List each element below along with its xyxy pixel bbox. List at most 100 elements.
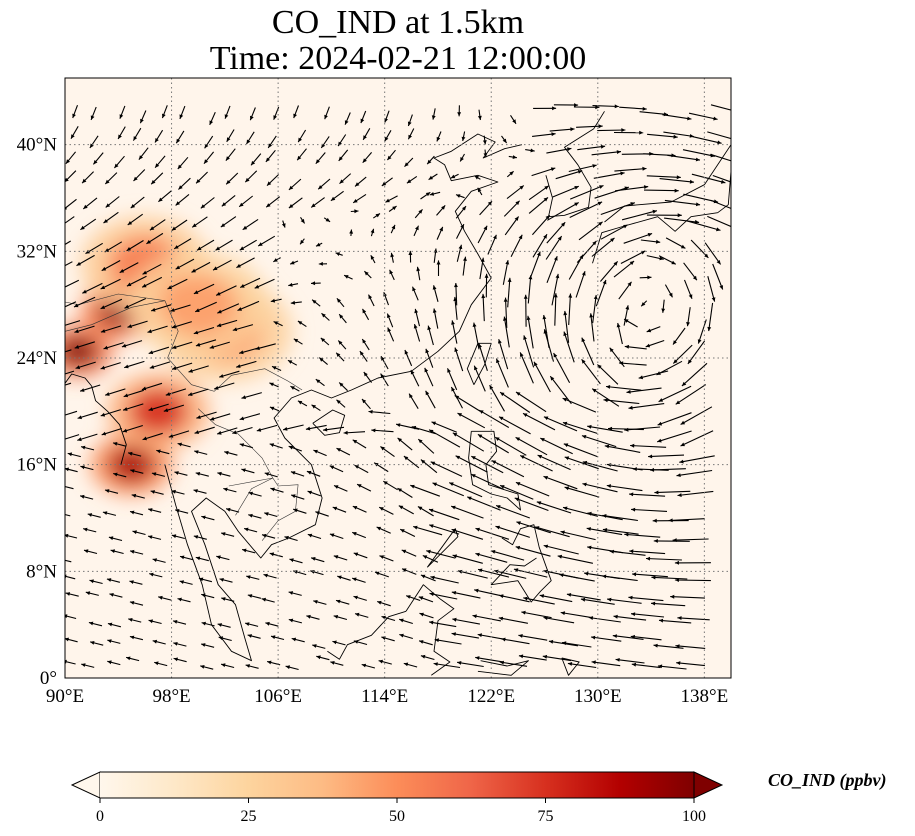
wind-arrow-386	[269, 382, 279, 388]
wind-arrow-54	[612, 634, 644, 640]
wind-arrow-504	[311, 299, 321, 307]
wind-arrow-68	[288, 618, 303, 624]
wind-arrow-57	[675, 644, 706, 649]
wind-arrow-97	[288, 591, 302, 596]
wind-arrow-406	[65, 370, 75, 375]
lat-tick-label-0: 0°	[40, 668, 57, 689]
wind-arrow-489	[623, 318, 638, 328]
wind-arrow-179	[171, 534, 185, 540]
wind-arrow-24	[591, 660, 621, 667]
wind-arrow-693	[659, 178, 695, 184]
wind-arrow-644	[200, 197, 215, 209]
wind-arrow-716	[525, 148, 535, 153]
wind-arrow-40	[312, 644, 326, 649]
wind-arrow-422	[425, 348, 434, 368]
wind-arrow-307	[428, 429, 461, 448]
wind-arrow-410	[149, 361, 171, 369]
wind-arrow-697	[92, 152, 104, 165]
wind-arrow-695	[712, 174, 731, 183]
wind-arrow-266	[174, 471, 188, 476]
wind-arrow-379	[105, 388, 126, 396]
colorbar-gradient	[100, 772, 694, 798]
wind-arrow-411	[171, 362, 193, 370]
wind-arrow-771	[457, 105, 462, 117]
wind-arrow-83	[613, 614, 647, 621]
wind-arrow-573	[576, 240, 597, 263]
wind-arrow-404	[658, 385, 692, 403]
wind-arrow-171	[629, 549, 666, 555]
wind-arrow-65	[217, 623, 231, 628]
wind-arrow-694	[691, 173, 726, 184]
colorbar: 0 25 50 75 100	[70, 771, 724, 825]
wind-arrow-547	[639, 275, 652, 280]
wind-arrow-424	[478, 343, 488, 371]
wind-arrow-267	[195, 472, 209, 477]
wind-arrow-676	[266, 174, 279, 186]
coastline-1	[545, 111, 605, 218]
wind-arrow-212	[264, 512, 278, 518]
wind-arrow-726	[89, 135, 99, 149]
wind-arrow-219	[417, 506, 434, 517]
wind-arrow-11	[316, 655, 330, 661]
wind-arrow-517	[618, 281, 632, 300]
wind-arrow-258	[629, 492, 666, 497]
wind-arrow-34	[173, 642, 187, 647]
wind-arrow-426	[523, 335, 535, 368]
wind-arrow-25	[615, 658, 645, 664]
wind-arrow-322	[122, 424, 143, 433]
wind-arrow-388	[315, 378, 325, 387]
wind-arrow-360	[336, 399, 346, 408]
wind-arrow-234	[104, 489, 119, 494]
wind-arrow-297	[224, 450, 238, 456]
wind-arrow-458	[589, 313, 595, 342]
border-2	[197, 408, 299, 541]
wind-arrow-229	[631, 507, 668, 512]
wind-arrow-209	[201, 515, 215, 521]
wind-arrow-108	[523, 596, 555, 605]
wind-arrow-636	[686, 220, 721, 232]
wind-arrow-414	[236, 360, 257, 368]
wind-arrow-531	[254, 278, 275, 289]
wind-arrow-719	[591, 150, 622, 156]
lon-tick-label-6: 138°E	[681, 686, 729, 707]
wind-arrow-536	[389, 269, 395, 281]
wind-arrow-29	[65, 637, 78, 643]
wind-arrow-653	[420, 191, 431, 200]
wind-arrow-270	[264, 472, 278, 478]
wind-arrow-355	[209, 413, 231, 421]
wind-arrow-441	[195, 339, 217, 347]
wind-arrow-211	[248, 513, 262, 519]
wind-arrow-272	[306, 470, 321, 477]
wind-arrow-375	[657, 412, 692, 426]
wind-arrow-302	[336, 447, 351, 456]
wind-arrow-574	[591, 237, 615, 257]
wind-arrow-570	[510, 234, 523, 257]
wind-vectors	[65, 103, 731, 671]
wind-arrow-278	[430, 461, 463, 477]
wind-arrow-323	[142, 432, 163, 441]
wind-arrow-264	[130, 469, 144, 474]
wind-arrow-585	[173, 238, 192, 250]
wind-arrow-340	[522, 412, 556, 431]
wind-arrow-666	[710, 199, 731, 210]
wind-arrow-678	[317, 178, 331, 190]
wind-arrow-133	[430, 575, 459, 584]
wind-arrow-203	[65, 513, 71, 517]
coastline-8	[426, 528, 459, 568]
wind-arrow-292	[112, 442, 127, 447]
wind-arrow-17	[433, 662, 461, 669]
wind-arrow-749	[613, 130, 644, 135]
wind-arrow-532	[288, 282, 299, 287]
wind-arrow-640	[105, 196, 120, 208]
wind-arrow-330	[305, 424, 327, 431]
wind-arrow-362	[368, 409, 391, 415]
wind-arrow-331	[322, 426, 345, 432]
wind-arrow-314	[581, 435, 617, 448]
wind-arrow-151	[195, 556, 209, 562]
wind-arrow-484	[523, 294, 528, 327]
wind-arrow-371	[562, 397, 597, 413]
wind-arrow-546	[613, 260, 635, 278]
map-area	[64, 77, 732, 679]
wind-arrow-596	[436, 226, 444, 240]
wind-arrow-699	[138, 147, 149, 160]
